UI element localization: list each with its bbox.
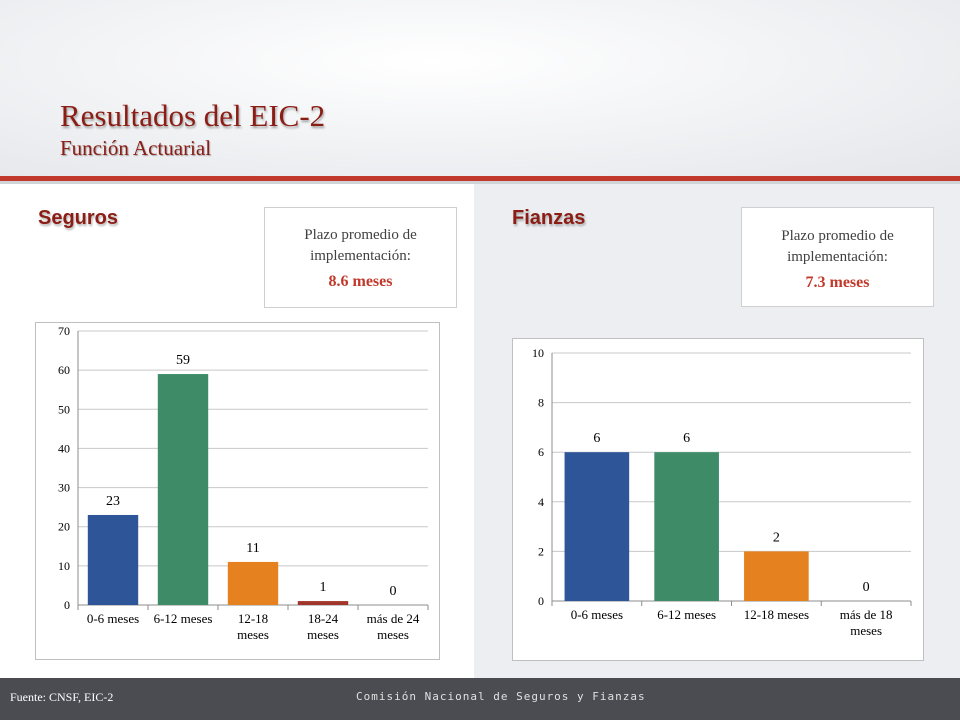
seguros-average-box: Plazo promedio de implementación: 8.6 me… [264, 207, 457, 308]
slide-subtitle: Función Actuarial [60, 136, 212, 160]
bar [297, 601, 349, 605]
y-tick-label: 40 [58, 441, 70, 455]
x-tick-label: 0-6 meses [87, 611, 139, 626]
bar [227, 561, 279, 605]
data-label: 1 [320, 580, 327, 595]
data-label: 0 [390, 584, 397, 599]
y-tick-label: 50 [58, 402, 70, 416]
seguros-average-label: Plazo promedio de implementación: [304, 227, 417, 264]
data-label: 11 [246, 541, 259, 556]
x-tick-label: 18-24 [308, 611, 339, 626]
data-label: 59 [176, 353, 190, 368]
x-tick-label: 12-18 [238, 611, 268, 626]
fianzas-bar-chart: 0 2 4 6 8 10 6 0-6 meses 6 6-12 meses 2 12-18 meses… [532, 346, 912, 638]
y-tick-label: 10 [532, 346, 544, 360]
x-tick-label: 12-18 meses [744, 607, 809, 622]
y-tick-label: 6 [538, 445, 544, 459]
x-tick-label: más de 24 [367, 611, 420, 626]
fianzas-average-box: Plazo promedio de implementación: 7.3 me… [741, 207, 934, 307]
x-tick-label: meses [307, 627, 339, 642]
data-label: 2 [773, 530, 780, 545]
bar [564, 452, 630, 601]
header-divider-shadow [0, 181, 960, 184]
y-tick-label: 0 [538, 594, 544, 608]
seguros-heading: Seguros [38, 207, 119, 229]
data-label: 23 [106, 494, 120, 509]
x-tick-label: 0-6 meses [571, 607, 623, 622]
y-tick-label: 0 [64, 598, 70, 612]
seguros-average-value: 8.6 meses [328, 273, 393, 290]
bar [654, 452, 719, 601]
fianzas-average-label: Plazo promedio de implementación: [781, 228, 894, 265]
bar [744, 551, 809, 601]
header-background [0, 0, 960, 176]
footer-bar: Fuente: CNSF, EIC-2 Comisión Nacional de… [0, 678, 960, 720]
y-tick-label: 8 [538, 396, 544, 410]
fianzas-chart: 0 2 4 6 8 10 6 0-6 meses 6 6-12 meses 2 12-18 meses… [512, 338, 924, 661]
y-tick-label: 20 [58, 520, 70, 534]
y-tick-label: 10 [58, 559, 70, 573]
footer-source: Fuente: CNSF, EIC-2 [10, 690, 114, 704]
x-tick-label: meses [237, 627, 269, 642]
bar [157, 374, 209, 605]
x-tick-label: 6-12 meses [154, 611, 213, 626]
x-tick-label: 6-12 meses [657, 607, 716, 622]
data-label: 6 [593, 431, 600, 446]
x-tick-label: meses [377, 627, 409, 642]
header-divider [0, 176, 960, 181]
y-tick-label: 4 [538, 495, 544, 509]
y-tick-label: 30 [58, 481, 70, 495]
y-tick-label: 2 [538, 544, 544, 558]
data-label: 0 [863, 580, 870, 595]
seguros-chart: 0 10 20 30 40 50 60 70 23 0-6 meses 59 6-12 meses 11… [35, 322, 440, 660]
y-tick-label: 70 [58, 324, 70, 338]
x-tick-label: más de 18 [840, 607, 893, 622]
fianzas-average-value: 7.3 meses [805, 274, 870, 291]
fianzas-heading: Fianzas [512, 207, 586, 229]
footer-organization: Comisión Nacional de Seguros y Fianzas [356, 690, 646, 703]
bar [87, 514, 139, 605]
y-tick-label: 60 [58, 363, 70, 377]
x-tick-label: meses [850, 623, 882, 638]
slide-title: Resultados del EIC-2 [60, 98, 326, 133]
data-label: 6 [683, 431, 690, 446]
